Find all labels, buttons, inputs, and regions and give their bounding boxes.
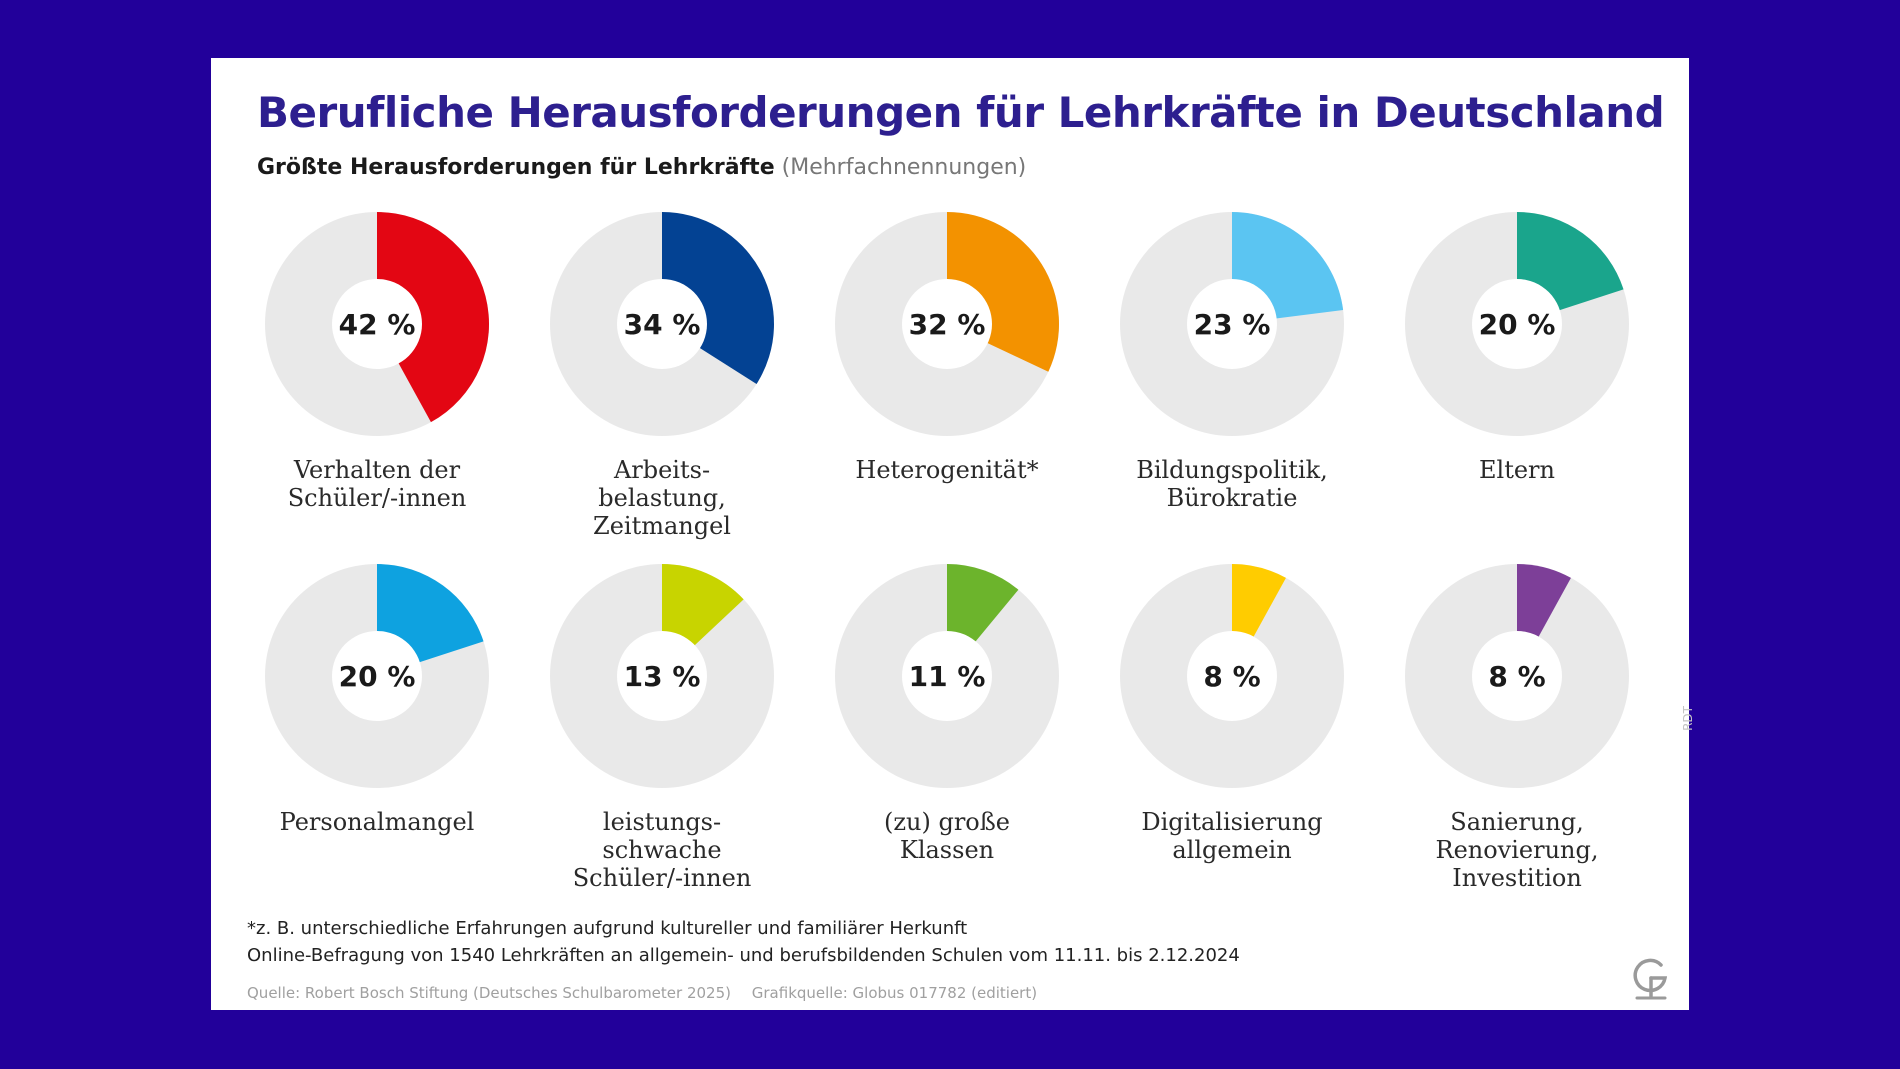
donut-hole: [1472, 631, 1562, 721]
donut-category-label: Arbeits-belastung, Zeitmangel: [593, 456, 731, 540]
donut-digitalisierung-allgemein: 8 % Digitalisierung allgemein: [1120, 564, 1344, 864]
donut-category-label: Bildungspolitik, Bürokratie: [1136, 456, 1328, 512]
donut-category-label: (zu) große Klassen: [884, 808, 1010, 864]
side-credit: RDT: [1681, 706, 1695, 731]
footnote-line-1: *z. B. unterschiedliche Erfahrungen aufg…: [247, 918, 968, 939]
donut-personalmangel: 20 % Personalmangel: [265, 564, 489, 836]
donut-eltern: 20 % Eltern: [1405, 212, 1629, 484]
donut-category-label: Eltern: [1479, 456, 1555, 484]
donut-hole: [1187, 631, 1277, 721]
donut-value-label: 11 %: [909, 660, 986, 693]
donut-verhalten-der-schüler-innen: 42 % Verhalten der Schüler/-innen: [265, 212, 490, 512]
donut-leistungsschwache-schüler-innen: 13 % leistungs-schwache Schüler/-innen: [550, 564, 774, 892]
donut-value-label: 8 %: [1203, 660, 1260, 693]
donut-segment: [377, 212, 490, 423]
donut-hole: [1472, 279, 1562, 369]
donut-value-label: 20 %: [1479, 308, 1556, 341]
donut-hole: [902, 631, 992, 721]
source-text: Quelle: Robert Bosch Stiftung (Deutsches…: [247, 984, 731, 1002]
donut-hole: [617, 279, 707, 369]
donut-heterogenität: 32 % Heterogenität*: [835, 212, 1060, 484]
donut-value-label: 13 %: [624, 660, 701, 693]
subtitle-note: (Mehrfachnennungen): [781, 155, 1027, 180]
donut-value-label: 42 %: [339, 308, 416, 341]
donut-hole: [902, 279, 992, 369]
footnote: *z. B. unterschiedliche Erfahrungen aufg…: [247, 915, 1240, 969]
globus-logo-icon: [1633, 958, 1668, 1000]
donut-category-label: Digitalisierung allgemein: [1141, 808, 1322, 864]
donut-hole: [332, 631, 422, 721]
donut-category-label: Sanierung, Renovierung, Investition: [1436, 808, 1599, 892]
chart-subtitle: Größte Herausforderungen für Lehrkräfte …: [257, 155, 1026, 180]
donut-category-label: leistungs-schwache Schüler/-innen: [573, 808, 752, 892]
donut-category-label: Heterogenität*: [855, 456, 1038, 484]
chart-title: Berufliche Herausforderungen für Lehrkrä…: [257, 88, 1665, 137]
donut-arbeitsbelastung-zeitmangel: 34 % Arbeits-belastung, Zeitmangel: [550, 212, 774, 540]
donut-zu-große-klassen: 11 % (zu) große Klassen: [835, 564, 1059, 864]
donut-category-label: Personalmangel: [280, 808, 475, 836]
donut-value-label: 8 %: [1488, 660, 1545, 693]
donut-category-label: Verhalten der Schüler/-innen: [288, 456, 467, 512]
donut-charts: 42 % Verhalten der Schüler/-innen 34 % Arbei…: [265, 211, 1629, 892]
sources: Quelle: Robert Bosch Stiftung (Deutsches…: [247, 984, 1037, 1002]
footnote-line-2: Online-Befragung von 1540 Lehrkräften an…: [247, 945, 1240, 966]
donut-bildungspolitik-bürokratie: 23 % Bildungspolitik, Bürokratie: [1120, 211, 1344, 512]
donut-value-label: 32 %: [909, 308, 986, 341]
donut-value-label: 23 %: [1194, 308, 1271, 341]
donut-hole: [332, 279, 422, 369]
donut-sanierung-renovierung-investition: 8 % Sanierung, Renovierung, Investition: [1405, 564, 1629, 892]
graphic-source-text: Grafikquelle: Globus 017782 (editiert): [751, 984, 1038, 1002]
donut-value-label: 34 %: [624, 308, 701, 341]
subtitle-main: Größte Herausforderungen für Lehrkräfte: [257, 155, 775, 180]
donut-hole: [1187, 279, 1277, 369]
chart-card: Berufliche Herausforderungen für Lehrkrä…: [211, 58, 1695, 1010]
donut-hole: [617, 631, 707, 721]
donut-value-label: 20 %: [339, 660, 416, 693]
